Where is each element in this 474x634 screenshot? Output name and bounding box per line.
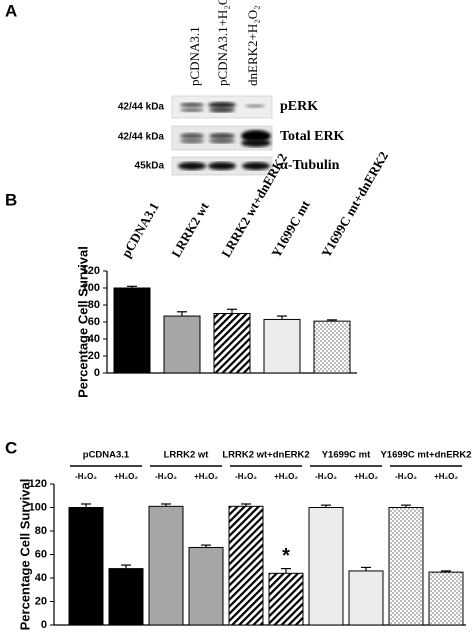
- lane-label: pCDNA3.1: [187, 26, 202, 86]
- y-axis-label: Percentage Cell Survival: [75, 246, 90, 398]
- category-label: LRRK2 wt: [168, 199, 212, 260]
- row-label: Total ERK: [280, 129, 345, 144]
- bar: [163, 315, 201, 374]
- y-tick-label: 20: [88, 350, 100, 362]
- bar: [213, 313, 251, 374]
- lane-label: pCDNA3.1+H₂O: [215, 0, 230, 86]
- panel-label: B: [5, 190, 17, 209]
- bar: [268, 572, 304, 626]
- group-label: pCDNA3.1: [83, 450, 130, 461]
- panel-label: C: [5, 438, 17, 457]
- subcategory-label: -H₂O₂: [315, 472, 337, 481]
- size-label: 45kDa: [135, 161, 165, 172]
- panel-label: A: [5, 1, 17, 20]
- subcategory-label: -H₂O₂: [235, 472, 257, 481]
- y-tick-label: 100: [29, 501, 47, 513]
- y-tick-label: 20: [35, 595, 47, 607]
- group-label: Y1699C mt: [322, 450, 371, 461]
- bar: [308, 507, 344, 626]
- y-tick-label: 100: [82, 282, 100, 294]
- blot-image: [171, 95, 273, 176]
- bar: [188, 546, 224, 626]
- y-tick-label: 60: [88, 316, 100, 328]
- lane-label: dnERK2+H₂O₂: [245, 5, 260, 86]
- subcategory-label: -H₂O₂: [395, 472, 417, 481]
- row-label: pERK: [280, 99, 318, 114]
- blot-lanes: pCDNA3.1 pCDNA3.1+H₂O dnERK2+H₂O₂: [187, 0, 260, 86]
- annotation: *: [282, 545, 290, 567]
- category-label: Y1699C mt: [268, 197, 313, 260]
- group-label: Y1699C mt+dnERK2: [380, 450, 471, 461]
- bar: [263, 318, 301, 374]
- y-tick-label: 0: [94, 367, 100, 379]
- subcategory-label: +H₂O₂: [434, 472, 458, 481]
- size-label: 42/44 kDa: [118, 132, 165, 143]
- subcategory-label: +H₂O₂: [354, 472, 378, 481]
- subcategory-label: -H₂O₂: [75, 472, 97, 481]
- group-label: LRRK2 wt: [164, 450, 210, 461]
- subcategory-label: -H₂O₂: [155, 472, 177, 481]
- subcategory-label: +H₂O₂: [114, 472, 138, 481]
- bar: [228, 505, 264, 626]
- row-label: α-Tubulin: [280, 158, 340, 173]
- y-tick-label: 120: [29, 478, 47, 490]
- y-tick-label: 40: [35, 572, 47, 584]
- bar: [348, 570, 384, 626]
- subcategory-label: +H₂O₂: [194, 472, 218, 481]
- y-tick-label: 40: [88, 333, 100, 345]
- y-tick-label: 80: [35, 525, 47, 537]
- category-label: pCDNA3.1: [118, 200, 162, 260]
- bar: [388, 507, 424, 626]
- bar: [428, 571, 464, 626]
- bar: [313, 320, 351, 374]
- group-label: LRRK2 wt+dnERK2: [222, 450, 309, 461]
- y-tick-label: 120: [82, 265, 100, 277]
- bar: [68, 507, 104, 626]
- y-axis-label: Percentage Cell Survival: [17, 479, 32, 631]
- size-label: 42/44 kDa: [118, 102, 165, 113]
- y-tick-label: 80: [88, 299, 100, 311]
- bar: [108, 568, 144, 626]
- y-tick-label: 0: [41, 619, 47, 631]
- y-tick-label: 60: [35, 548, 47, 560]
- blot-rows: 42/44 kDa pERK 42/44 kDa Total ERK 45kDa…: [118, 99, 345, 173]
- subcategory-label: +H₂O₂: [274, 472, 298, 481]
- bar: [148, 505, 184, 626]
- bar: [113, 287, 151, 374]
